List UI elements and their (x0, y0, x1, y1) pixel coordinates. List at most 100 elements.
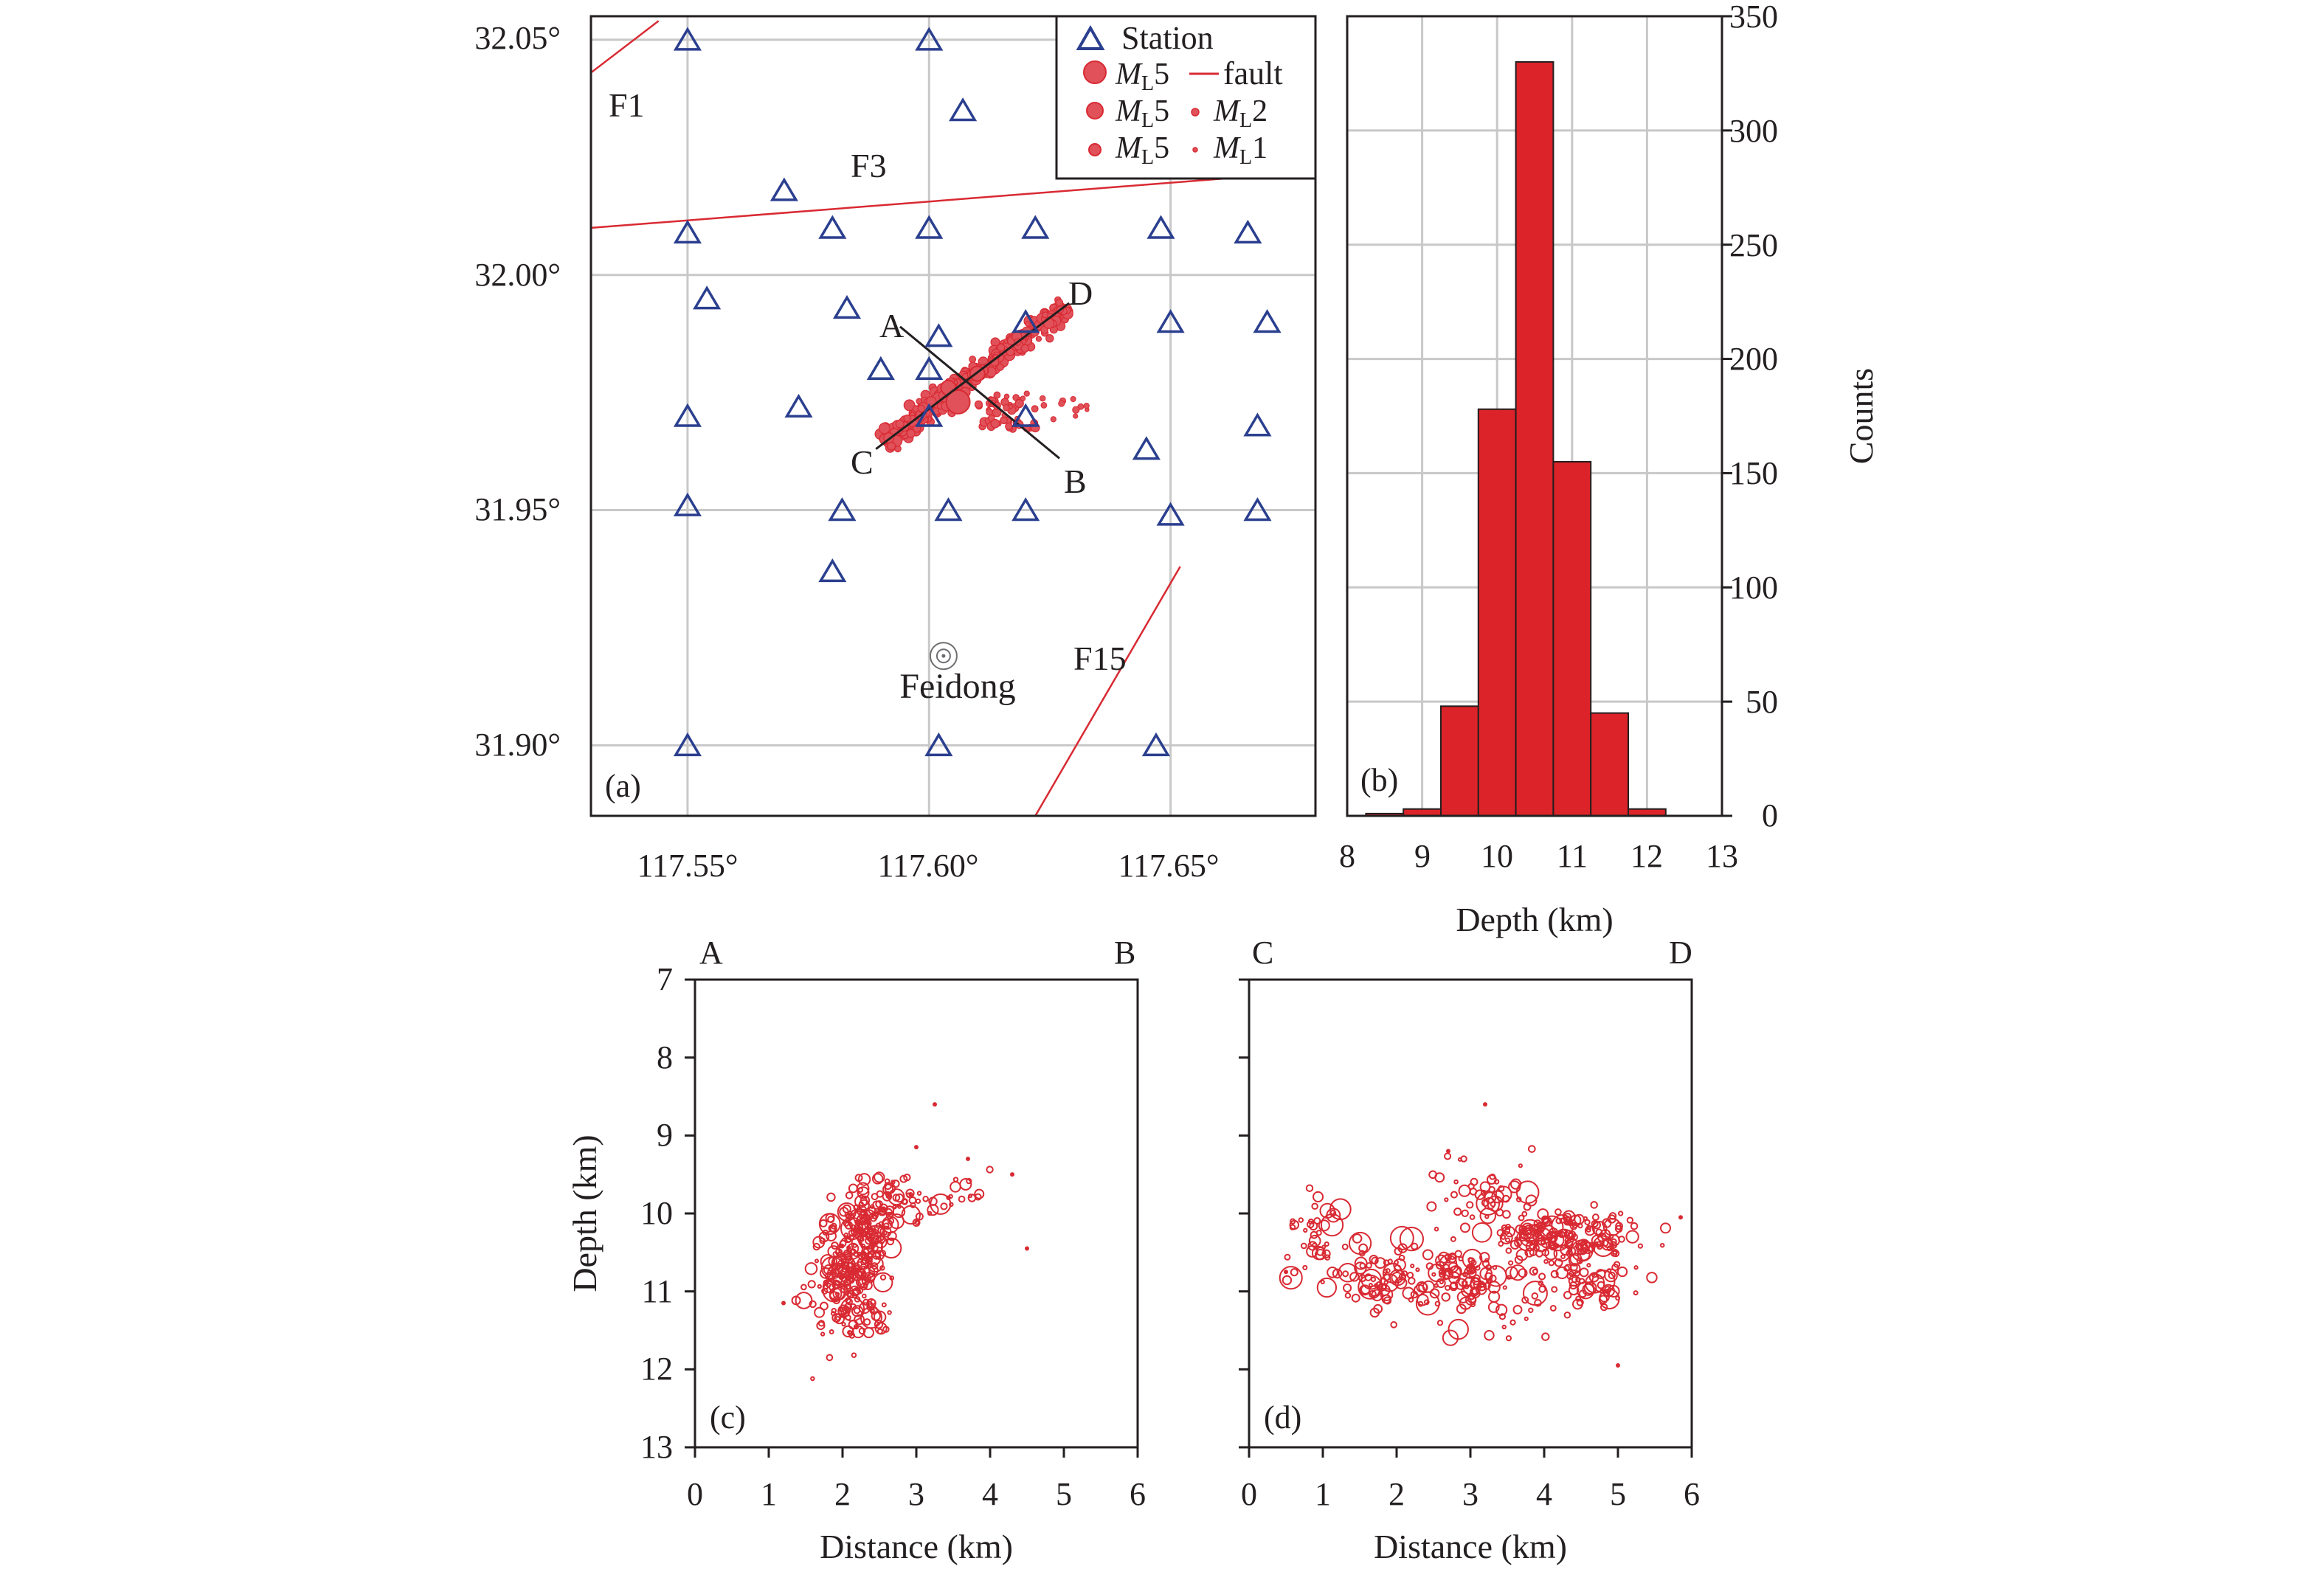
event-marker (841, 1322, 846, 1327)
x-tick-label: 5 (1610, 1476, 1626, 1512)
event-marker (1438, 1251, 1450, 1264)
station-marker (1156, 502, 1185, 526)
event-marker (1434, 1226, 1439, 1232)
y-tick-label: 0 (1762, 797, 1778, 834)
event-marker (1489, 1173, 1496, 1180)
event-marker (1592, 1235, 1614, 1257)
event-marker (1303, 1227, 1308, 1233)
event-marker (1439, 1279, 1444, 1284)
event-marker (827, 1215, 835, 1224)
event-marker (884, 1178, 890, 1185)
event-marker (1469, 1264, 1476, 1272)
x-tick-label: 6 (1684, 1476, 1700, 1512)
event-marker (1428, 1263, 1447, 1283)
event-marker (1383, 1280, 1388, 1285)
event-marker (1541, 1332, 1550, 1341)
event-marker (858, 1211, 867, 1219)
event-marker (1518, 1163, 1523, 1168)
event-marker (831, 1313, 842, 1323)
fault-label-f3: F3 (851, 147, 887, 184)
event-marker (835, 1315, 840, 1321)
x-tick-label: 0 (687, 1476, 703, 1512)
event-marker (908, 1192, 913, 1197)
event-marker (1598, 1295, 1608, 1304)
fault-label-f15: F15 (1073, 640, 1127, 677)
event-marker (1509, 1319, 1516, 1326)
event-marker (1471, 1222, 1493, 1243)
y-tick-label: 10 (640, 1195, 673, 1231)
event-marker (1563, 1291, 1572, 1300)
event-marker (1408, 1277, 1416, 1285)
event-marker (878, 1203, 888, 1213)
section-cd-start-label: C (1252, 935, 1273, 971)
histogram-x-axis-title: Depth (km) (1456, 901, 1613, 938)
event-marker (1555, 1266, 1569, 1280)
event-marker (855, 1276, 867, 1288)
event-marker (958, 1195, 966, 1203)
event-marker (1306, 1220, 1315, 1229)
event-marker (812, 1242, 820, 1251)
event-marker (880, 1206, 887, 1213)
event-marker (807, 1280, 816, 1289)
histogram-bar (1515, 60, 1554, 817)
section-cd-x-axis-title: Distance (km) (1374, 1528, 1567, 1565)
event-marker (1609, 1241, 1618, 1250)
legend-ml5-medium-icon (1086, 102, 1104, 120)
event-marker (1394, 1247, 1403, 1255)
event-marker (818, 1213, 841, 1236)
event-marker (885, 1191, 891, 1197)
histogram-bar (1440, 705, 1479, 817)
section-cd-events (1279, 1102, 1683, 1368)
event-marker (1327, 1267, 1338, 1278)
x-tick-label: 13 (1706, 838, 1738, 874)
event-marker (1591, 1213, 1600, 1222)
legend-fault-label: fault (1223, 55, 1283, 91)
station-marker (1156, 309, 1185, 333)
event-marker (1554, 1208, 1562, 1216)
event-marker (1329, 1209, 1337, 1217)
event-marker (974, 400, 983, 409)
event-marker (1381, 1294, 1391, 1304)
event-marker (1454, 1278, 1467, 1290)
event-marker (912, 1219, 921, 1227)
event-marker (928, 1196, 938, 1206)
event-marker (854, 1194, 868, 1208)
event-marker (1425, 1262, 1434, 1270)
station-marker (915, 215, 944, 239)
event-marker (837, 1202, 857, 1222)
event-marker (1313, 1191, 1324, 1202)
event-marker (1415, 1291, 1440, 1316)
event-marker (814, 1306, 826, 1318)
legend-ml5-large-label: ML5 (1115, 58, 1169, 95)
event-marker (1504, 1224, 1512, 1230)
y-tick-label: 32.05° (474, 20, 561, 56)
y-tick-label: 11 (642, 1273, 673, 1309)
event-marker (1469, 1214, 1476, 1220)
event-marker (1431, 1272, 1436, 1277)
event-marker (1324, 1254, 1331, 1261)
event-marker (1568, 1254, 1581, 1267)
event-marker (873, 1272, 893, 1293)
event-marker (1284, 1270, 1288, 1275)
event-marker (879, 1265, 885, 1271)
event-marker (868, 1206, 876, 1214)
event-marker (1438, 1270, 1445, 1275)
map-faults (591, 20, 1315, 816)
event-marker (1344, 1292, 1352, 1299)
event-marker (916, 1191, 922, 1196)
event-marker (1324, 1241, 1329, 1247)
event-marker (1462, 1271, 1468, 1278)
event-marker (1039, 395, 1046, 402)
station-marker (915, 403, 944, 427)
event-marker (1518, 1233, 1527, 1242)
x-tick-label: 4 (1536, 1476, 1552, 1512)
event-marker (1300, 1242, 1307, 1250)
event-marker (876, 1190, 884, 1198)
event-marker (1318, 1219, 1330, 1232)
event-marker (1484, 1191, 1497, 1204)
event-marker (879, 1274, 887, 1281)
event-marker (1606, 1268, 1612, 1273)
x-tick-label: 6 (1130, 1476, 1146, 1512)
event-marker (1428, 1170, 1437, 1180)
event-marker (1576, 1257, 1583, 1264)
